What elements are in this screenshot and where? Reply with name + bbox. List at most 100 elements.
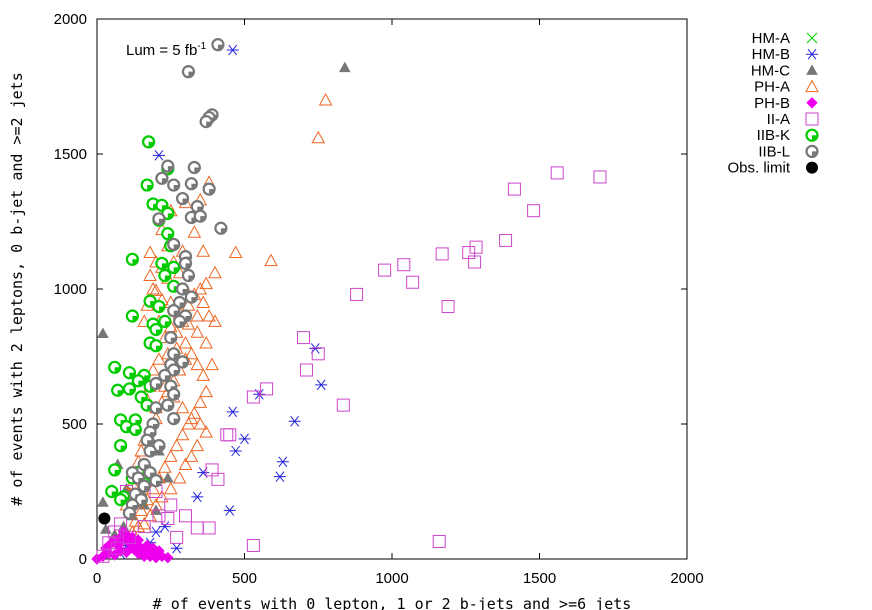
data-point xyxy=(190,325,205,338)
axis-ticks: 0 500 1000 1500 2000 0 500 1000 1500 2000 xyxy=(54,11,704,587)
data-point xyxy=(190,308,205,322)
data-point xyxy=(350,287,364,301)
marker-quarter xyxy=(156,383,161,389)
data-point xyxy=(172,470,187,484)
data-point xyxy=(138,545,150,557)
marker-quarter xyxy=(185,316,191,321)
marker-quarter xyxy=(191,183,197,189)
data-point xyxy=(299,363,313,377)
data-point xyxy=(158,368,172,382)
data-point xyxy=(397,258,411,272)
marker-quarter xyxy=(188,71,194,77)
data-point xyxy=(228,245,243,259)
data-point xyxy=(167,387,181,401)
data-point xyxy=(164,331,178,345)
marker-quarter xyxy=(173,185,179,191)
marker-quarter xyxy=(156,480,161,486)
marker-quarter xyxy=(173,353,179,359)
marker-quarter xyxy=(812,135,817,141)
data-point xyxy=(223,505,236,516)
data-point xyxy=(137,520,151,534)
data-point xyxy=(102,536,116,550)
data-point xyxy=(229,445,242,457)
data-point xyxy=(196,295,211,308)
data-point xyxy=(143,268,157,281)
marker-quarter xyxy=(164,375,170,381)
marker-quarter xyxy=(185,263,191,269)
marker-quarter xyxy=(173,418,179,424)
y-tick-label: 0 xyxy=(79,551,87,568)
data-point xyxy=(137,516,152,530)
marker-quarter xyxy=(150,451,156,456)
marker-quarter xyxy=(164,321,170,327)
data-point xyxy=(170,542,183,554)
marker-quarter xyxy=(144,486,150,492)
data-point xyxy=(184,346,199,360)
data-point xyxy=(158,460,172,473)
data-point xyxy=(187,225,202,238)
marker-quarter xyxy=(117,390,123,396)
legend-marker xyxy=(806,32,818,44)
data-point xyxy=(158,521,171,532)
data-point xyxy=(507,182,521,196)
marker-quarter xyxy=(114,367,120,373)
data-point xyxy=(152,299,166,314)
data-point xyxy=(108,360,122,374)
luminosity-annotation-sup: -1 xyxy=(197,41,206,52)
data-point xyxy=(164,498,178,512)
data-point xyxy=(315,379,328,391)
data-point xyxy=(163,481,178,495)
marker-quarter xyxy=(120,445,126,451)
data-point xyxy=(179,509,192,523)
marker-quarter xyxy=(132,316,138,321)
data-point xyxy=(214,221,228,235)
data-point xyxy=(170,530,184,544)
data-point xyxy=(167,237,181,252)
data-point xyxy=(311,130,326,144)
data-point xyxy=(199,114,213,129)
series-obs-limit xyxy=(98,512,111,525)
data-point xyxy=(178,256,193,270)
data-point xyxy=(441,300,455,314)
data-point xyxy=(161,471,174,483)
x-tick-label: 1500 xyxy=(523,570,556,587)
marker-quarter xyxy=(156,329,161,335)
marker-quarter xyxy=(173,244,179,250)
data-point xyxy=(184,290,198,304)
data-point xyxy=(149,401,163,415)
data-point xyxy=(108,463,122,477)
data-point xyxy=(527,204,541,218)
data-point xyxy=(199,276,213,290)
marker-quarter xyxy=(129,513,135,519)
marker-quarter xyxy=(158,306,164,312)
x-axis-title: # of events with 0 lepton, 1 or 2 b-jets… xyxy=(153,595,632,610)
data-point xyxy=(338,61,351,73)
marker-quarter xyxy=(156,407,161,413)
data-point xyxy=(161,159,175,173)
data-point xyxy=(378,263,392,277)
legend-label: HM-A xyxy=(752,30,790,47)
legend-marker xyxy=(805,128,819,142)
data-point xyxy=(161,398,175,412)
data-point xyxy=(462,246,476,260)
marker-quarter xyxy=(156,345,161,351)
marker-quarter xyxy=(111,491,117,497)
data-point xyxy=(97,327,109,339)
legend-label: HM-C xyxy=(751,62,790,79)
data-point xyxy=(288,415,301,427)
data-point xyxy=(152,439,166,453)
data-point xyxy=(187,160,201,175)
data-point xyxy=(190,521,204,535)
data-point xyxy=(161,206,175,220)
data-point xyxy=(152,509,166,523)
marker-quarter xyxy=(173,370,179,375)
data-point xyxy=(550,166,564,180)
data-point xyxy=(260,382,274,396)
marker-quarter xyxy=(173,310,179,316)
data-point xyxy=(155,489,169,503)
data-point xyxy=(276,456,289,468)
data-point xyxy=(175,282,190,296)
data-point xyxy=(142,135,156,149)
data-point xyxy=(226,406,239,418)
marker-quarter xyxy=(167,233,173,239)
